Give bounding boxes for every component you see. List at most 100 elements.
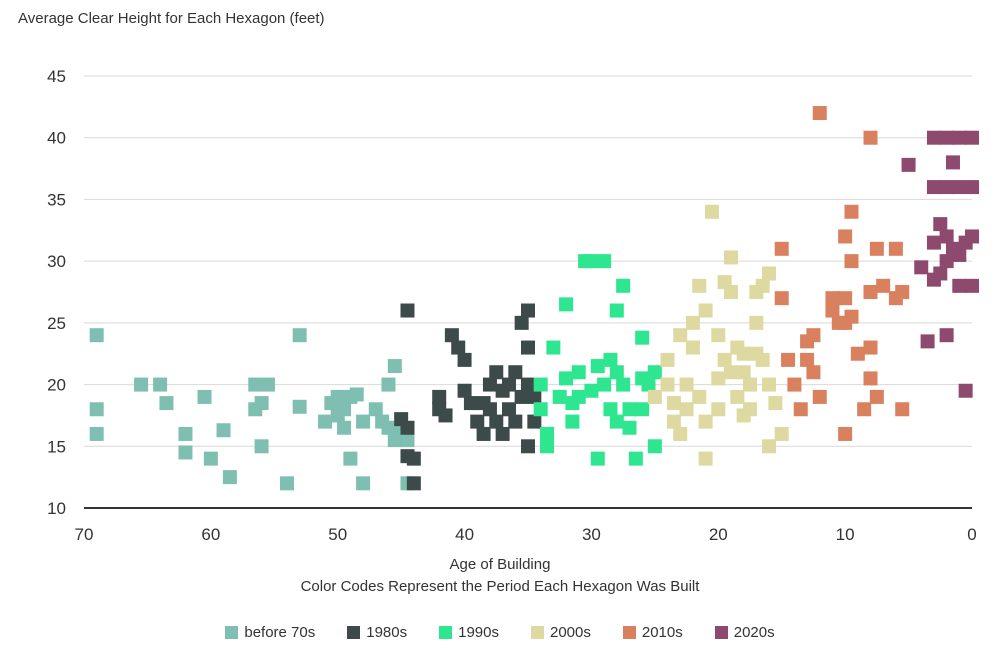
point-1990s (647, 439, 662, 454)
point-2020s (952, 278, 967, 293)
point-before-70s (279, 476, 294, 491)
point-1990s (559, 371, 574, 386)
point-2020s (914, 260, 929, 275)
point-2000s (685, 340, 700, 355)
point-2020s (939, 180, 954, 195)
point-before-70s (203, 451, 218, 466)
point-before-70s (292, 328, 307, 343)
point-2000s (666, 396, 681, 411)
point-1980s (451, 340, 466, 355)
point-2020s (933, 217, 948, 232)
x-tick-labels: 70 60 50 40 30 20 10 0 (75, 525, 977, 544)
point-2010s (863, 371, 878, 386)
point-before-70s (356, 476, 371, 491)
point-2020s (952, 130, 967, 145)
point-1990s (635, 402, 650, 417)
point-2020s (965, 180, 979, 195)
point-2020s (965, 130, 979, 145)
point-2000s (679, 402, 694, 417)
point-2010s (863, 340, 878, 355)
point-before-70s (387, 433, 402, 448)
legend-label: 1990s (458, 624, 499, 641)
point-1990s (622, 420, 637, 435)
point-before-70s (248, 377, 263, 392)
point-before-70s (368, 402, 383, 417)
point-2000s (749, 315, 764, 330)
point-1990s (628, 451, 643, 466)
point-1980s (470, 414, 485, 429)
point-1990s (597, 377, 612, 392)
point-1990s (616, 278, 631, 293)
legend-item-1980s: 1980s (347, 624, 407, 641)
point-before-70s (349, 387, 364, 402)
point-before-70s (337, 420, 352, 435)
point-before-70s (330, 389, 345, 404)
point-2020s (965, 278, 979, 293)
point-2010s (876, 278, 891, 293)
point-1990s (609, 365, 624, 380)
point-1980s (400, 420, 415, 435)
point-2020s (952, 180, 967, 195)
point-1980s (514, 315, 529, 330)
point-2010s (793, 402, 808, 417)
point-before-70s (159, 396, 174, 411)
legend-item-1990s: 1990s (439, 624, 499, 641)
point-1990s (590, 451, 605, 466)
point-2020s (939, 130, 954, 145)
point-2000s (698, 414, 713, 429)
point-before-70s (89, 402, 104, 417)
point-2010s (774, 291, 789, 306)
point-2000s (774, 426, 789, 441)
point-before-70s (387, 359, 402, 374)
point-2000s (743, 377, 757, 392)
point-before-70s (292, 399, 307, 414)
point-2010s (838, 426, 853, 441)
legend-label: 2020s (733, 624, 775, 641)
legend: before 70s 1980s 1990s 2000s 2010s 2020s (0, 624, 1000, 641)
legend-label: before 70s (244, 624, 316, 641)
point-before-70s (222, 470, 237, 485)
point-1990s (635, 330, 650, 345)
point-1980s (489, 365, 504, 380)
legend-swatch (225, 626, 239, 639)
point-before-70s (89, 426, 104, 441)
y-tick-label: 45 (47, 67, 66, 86)
point-1980s (501, 402, 516, 417)
point-1990s (641, 377, 656, 392)
point-before-70s (400, 433, 415, 448)
point-2000s (698, 451, 713, 466)
legend-swatch (531, 626, 544, 639)
point-2020s (939, 328, 954, 343)
point-1990s (584, 383, 599, 398)
point-2000s (647, 389, 662, 404)
point-1980s (476, 426, 491, 441)
point-1990s (559, 297, 574, 312)
point-2000s (673, 426, 688, 441)
point-1980s (444, 328, 459, 343)
point-1980s (457, 383, 472, 398)
legend-item-2000s: 2000s (531, 624, 591, 641)
point-2020s (926, 235, 941, 250)
point-2010s (895, 402, 910, 417)
point-2000s (762, 377, 777, 392)
y-tick-label: 35 (47, 190, 66, 209)
point-1980s (463, 396, 478, 411)
point-2000s (660, 377, 675, 392)
point-2010s (800, 352, 815, 367)
point-1980s (489, 414, 504, 429)
point-2000s (660, 352, 675, 367)
legend-label: 1980s (366, 624, 408, 641)
legend-swatch (714, 626, 728, 639)
point-1980s (527, 414, 542, 429)
x-tick-label: 10 (836, 525, 855, 544)
point-before-70s (337, 402, 352, 417)
point-1980s (508, 414, 523, 429)
point-2000s (704, 204, 719, 219)
point-1990s (584, 254, 599, 269)
point-2000s (743, 402, 757, 417)
point-2000s (711, 328, 726, 343)
x-tick-label: 30 (582, 525, 601, 544)
y-tick-label: 40 (47, 129, 66, 148)
point-1990s (533, 377, 548, 392)
point-2000s (736, 365, 751, 380)
